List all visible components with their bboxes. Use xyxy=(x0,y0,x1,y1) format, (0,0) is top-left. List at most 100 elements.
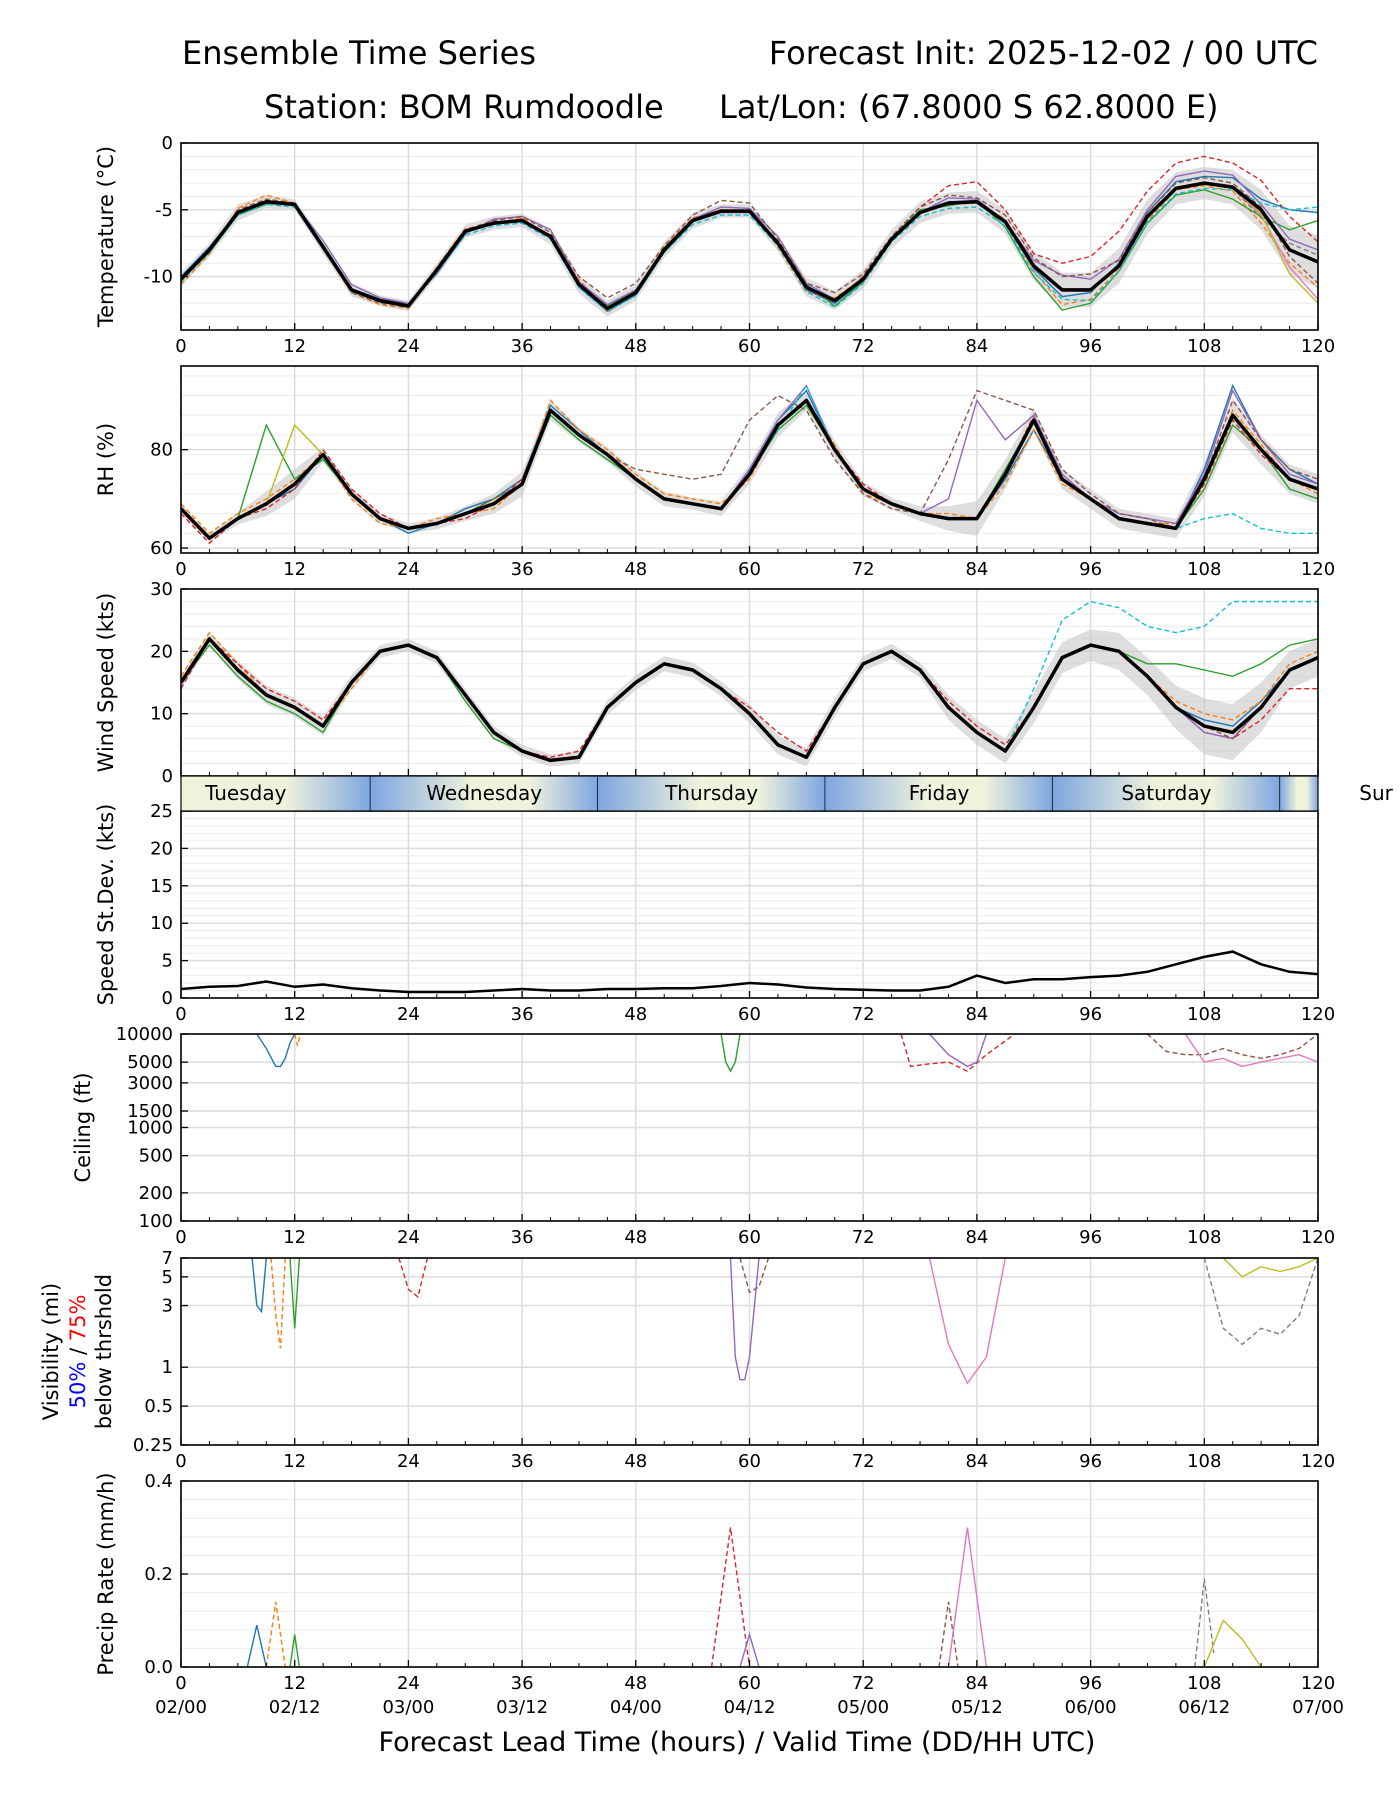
series-member-1 xyxy=(1203,1619,1262,1667)
x-tick-label: 24 xyxy=(397,336,420,357)
x-tick-label: 108 xyxy=(1187,336,1221,357)
y-tick-label: 0 xyxy=(162,133,173,154)
series-member-4 xyxy=(739,1258,770,1294)
x-tick-label: 108 xyxy=(1187,1451,1221,1472)
series-member-1 xyxy=(1184,1034,1318,1068)
panel-visibility: 75 3 1 0.5 0.250 12 24 36 48 60 72 84 96 108 120 Visibi… xyxy=(39,1248,1335,1472)
x-tick-label: 12 xyxy=(283,336,306,357)
spread-band xyxy=(181,390,1318,543)
y-tick-label: 30 xyxy=(150,579,173,600)
day-band-thursday xyxy=(597,776,826,811)
x-tick-label: 60 xyxy=(738,1673,761,1694)
x-valid-time-label: 04/12 xyxy=(724,1697,776,1718)
plot-area xyxy=(246,1527,1262,1667)
plot-area xyxy=(181,950,1318,994)
x-tick-label: 84 xyxy=(965,1004,988,1025)
panel-relative-humidity: 60 80 0 12 24 36 48 60 72 84 96 108 120 RH (%) xyxy=(94,365,1335,580)
y-tick-label: -10 xyxy=(144,267,173,288)
panel-speed-stdev: 0 5 10 15 20 25 0 12 24 36 48 60 72 84 96 108 120 Speed S… xyxy=(94,801,1335,1025)
x-tick-label: 36 xyxy=(511,1004,534,1025)
y-tick-label: 3000 xyxy=(127,1073,173,1094)
x-tick-label: 120 xyxy=(1301,1004,1335,1025)
day-band-saturday xyxy=(1052,776,1281,811)
x-tick-label: 0 xyxy=(175,559,186,580)
x-tick-label: 120 xyxy=(1301,336,1335,357)
x-tick-label: 24 xyxy=(397,1673,420,1694)
x-tick-label: 84 xyxy=(965,1227,988,1248)
y-tick-label: 25 xyxy=(150,801,173,822)
y-tick-label: 0.5 xyxy=(144,1396,173,1417)
x-tick-label: 0 xyxy=(175,336,186,357)
series-member-6 xyxy=(729,1258,760,1381)
title-right-1: Forecast Init: 2025-12-02 / 00 UTC xyxy=(769,34,1318,72)
x-valid-time-label: 06/12 xyxy=(1178,1697,1230,1718)
x-tick-label: 96 xyxy=(1079,1227,1102,1248)
x-tick-label: 0 xyxy=(175,1673,186,1694)
y-tick-label: 0 xyxy=(162,766,173,787)
day-label: Saturday xyxy=(1121,781,1211,805)
panel-temperature: 0 -5 -10 0 12 24 36 48 60 72 84 96 108 120 Temperature… xyxy=(94,133,1335,357)
series-member-10 xyxy=(246,1625,276,1667)
x-tick-label: 108 xyxy=(1187,1227,1221,1248)
x-tick-label: 36 xyxy=(511,1673,534,1694)
y-tick-label: 0 xyxy=(162,988,173,1009)
x-tick-label: 120 xyxy=(1301,1227,1335,1248)
y-axis-label: RH (%) xyxy=(94,423,118,496)
series-member-6b xyxy=(947,1527,988,1667)
x-valid-time-label: 05/12 xyxy=(951,1697,1003,1718)
y-tick-label: 0.4 xyxy=(144,1471,173,1492)
day-label: Thursday xyxy=(664,781,758,805)
x-tick-label: 108 xyxy=(1187,1673,1221,1694)
x-tick-label: 48 xyxy=(624,1673,647,1694)
series-member-3 xyxy=(256,1034,296,1068)
y-tick-label: 10000 xyxy=(116,1024,173,1045)
series-member-5 xyxy=(181,170,1318,306)
y-tick-label: 500 xyxy=(139,1146,173,1167)
y-tick-label: 200 xyxy=(139,1183,173,1204)
y-tick-label: 1 xyxy=(162,1357,173,1378)
x-tick-label: 60 xyxy=(738,1004,761,1025)
y-tick-label: 20 xyxy=(150,641,173,662)
x-tick-label: 48 xyxy=(624,336,647,357)
series-member-6 xyxy=(710,1527,751,1667)
day-band-sur xyxy=(1280,776,1318,811)
y-tick-label: 1500 xyxy=(127,1101,173,1122)
x-tick-label: 48 xyxy=(624,559,647,580)
y-axis-label: Wind Speed (kts) xyxy=(94,593,118,773)
y-tick-label: 15 xyxy=(150,876,173,897)
x-tick-label: 12 xyxy=(283,1227,306,1248)
series-member-3 xyxy=(265,1601,286,1667)
y-tick-label: 10 xyxy=(150,913,173,934)
series-member-9 xyxy=(289,1258,301,1329)
x-tick-label: 72 xyxy=(852,1451,875,1472)
plot-area xyxy=(251,1258,1318,1385)
x-tick-label: 72 xyxy=(852,336,875,357)
series-member-10 xyxy=(251,1258,267,1314)
day-label: Tuesday xyxy=(204,781,287,805)
day-band-frame xyxy=(180,775,1319,812)
x-tick-label: 120 xyxy=(1301,1451,1335,1472)
x-tick-label: 96 xyxy=(1079,559,1102,580)
x-tick-label: 108 xyxy=(1187,559,1221,580)
x-tick-label: 60 xyxy=(738,559,761,580)
series-member-2 xyxy=(1203,1258,1318,1346)
series-member-4 xyxy=(181,399,1318,545)
x-tick-label: 36 xyxy=(511,336,534,357)
x-tick-label: 60 xyxy=(738,336,761,357)
plot-area xyxy=(181,383,1318,545)
y-tick-label: 3 xyxy=(162,1296,173,1317)
x-valid-time-label: 07/00 xyxy=(1292,1697,1344,1718)
y-tick-label: 0.0 xyxy=(144,1657,173,1678)
x-tick-label: 60 xyxy=(738,1451,761,1472)
x-tick-label: 0 xyxy=(175,1451,186,1472)
x-tick-label: 12 xyxy=(283,1451,306,1472)
series-member-3 xyxy=(270,1258,286,1349)
x-tick-label: 24 xyxy=(397,559,420,580)
x-tick-label: 48 xyxy=(624,1227,647,1248)
x-tick-label: 96 xyxy=(1079,1004,1102,1025)
x-tick-label: 72 xyxy=(852,1004,875,1025)
x-tick-label: 108 xyxy=(1187,1004,1221,1025)
day-band: Tuesday Wednesday Thursday Friday Saturday Su… xyxy=(180,775,1394,812)
y-tick-label: 0.25 xyxy=(133,1435,173,1456)
